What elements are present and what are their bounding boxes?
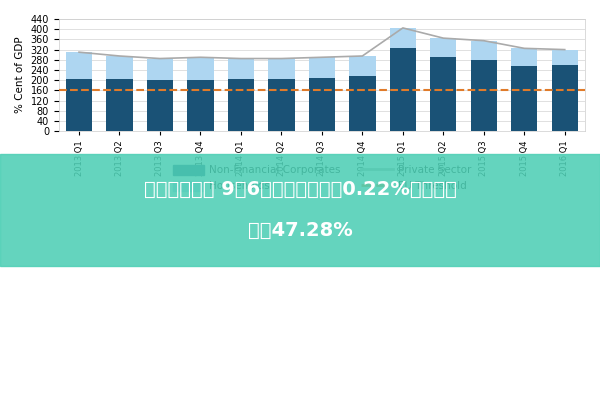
Bar [430,38,457,57]
Bar [228,79,254,131]
Bar [106,79,133,131]
Bar [228,58,254,79]
Bar [147,58,173,80]
Bar [66,52,92,79]
Bar [187,57,214,80]
Bar [106,56,133,79]
Bar [551,65,578,131]
Bar [470,60,497,131]
Legend: Non-Financial Corporates, Households, Private Sector, EU Threshold: Non-Financial Corporates, Households, Pr… [169,160,475,196]
Bar [187,80,214,131]
Text: 价甇47.28%: 价甇47.28% [248,221,352,240]
Bar [389,28,416,48]
Bar [349,76,376,131]
Bar [309,78,335,131]
Bar [309,57,335,78]
Bar [511,66,538,131]
Bar [389,48,416,131]
Bar [511,48,538,66]
Bar [551,50,578,65]
Text: 炒股股票配资 9月6日华安转债下跌0.22%，转股溢: 炒股股票配资 9月6日华安转债下跌0.22%，转股溢 [143,180,457,199]
Bar [349,56,376,76]
Y-axis label: % Cent of GDP: % Cent of GDP [15,37,25,114]
Bar [66,79,92,131]
Bar [268,79,295,131]
Bar [470,41,497,60]
Bar [147,80,173,131]
Bar [430,57,457,131]
Bar [268,58,295,79]
